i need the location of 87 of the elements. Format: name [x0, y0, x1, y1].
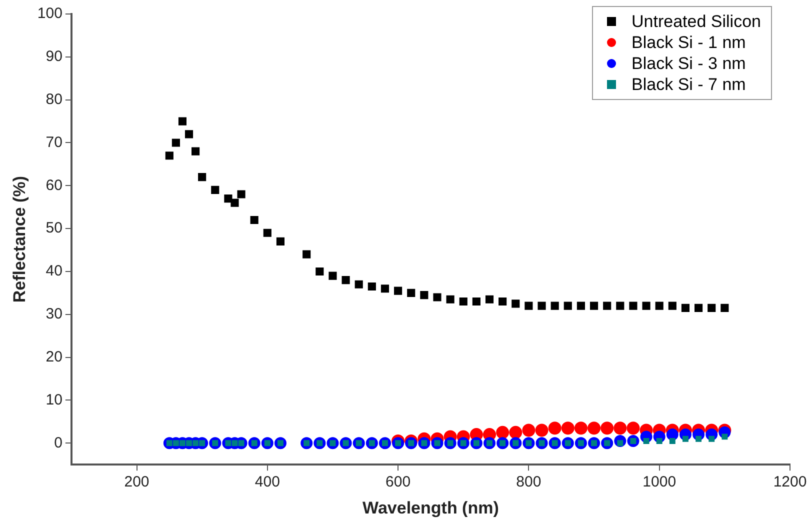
y-axis-title: Reflectance (%)	[10, 176, 29, 303]
point	[512, 300, 520, 308]
y-tick-label: 60	[46, 176, 62, 194]
x-tick-label: 1200	[773, 474, 807, 491]
point	[263, 228, 272, 237]
x-tick-label: 400	[254, 474, 280, 491]
legend-label: Black Si - 3 nm	[632, 53, 746, 74]
point	[588, 422, 601, 435]
y-tick-label: 40	[46, 262, 62, 280]
point	[614, 422, 627, 435]
point	[655, 302, 664, 310]
point	[172, 138, 180, 147]
point	[681, 304, 690, 312]
point	[302, 250, 311, 258]
x-tick-label: 800	[516, 474, 542, 491]
point	[316, 267, 324, 276]
point	[643, 438, 650, 444]
point	[576, 302, 585, 310]
point	[668, 302, 676, 310]
point	[524, 302, 533, 310]
point	[211, 186, 220, 194]
point	[642, 302, 650, 310]
point	[522, 424, 536, 437]
point	[178, 117, 187, 126]
point	[328, 272, 337, 280]
point	[459, 297, 468, 306]
point	[720, 304, 729, 312]
legend-label: Black Si - 1 nm	[632, 32, 746, 53]
point	[722, 434, 728, 440]
point	[682, 436, 688, 442]
point	[342, 276, 350, 284]
point	[498, 297, 507, 306]
y-tick-label: 90	[46, 48, 62, 66]
x-axis-title: Wavelength (nm)	[362, 498, 499, 518]
point	[237, 190, 246, 198]
point	[250, 216, 258, 224]
point	[276, 237, 284, 246]
point	[669, 438, 676, 444]
point	[548, 422, 562, 435]
point	[446, 295, 454, 304]
y-tick-label: 20	[46, 348, 62, 366]
y-tick-label: 30	[46, 306, 62, 323]
y-tick-label: 100	[37, 5, 62, 22]
point	[603, 302, 612, 310]
point	[485, 295, 494, 304]
y-tick-label: 0	[54, 434, 62, 452]
x-tick-label: 1000	[642, 474, 676, 491]
point	[407, 288, 416, 297]
legend-label: Untreated Silicon	[632, 11, 761, 32]
y-tick-label: 50	[46, 220, 62, 237]
point	[433, 293, 442, 302]
point	[626, 422, 640, 435]
point	[574, 422, 588, 435]
point	[368, 282, 376, 291]
point	[590, 302, 598, 310]
point	[230, 198, 239, 207]
point	[496, 426, 510, 439]
point	[708, 436, 715, 442]
point	[535, 424, 548, 437]
point	[420, 291, 428, 300]
legend-label: Black Si - 7 nm	[632, 74, 746, 95]
point	[184, 130, 194, 138]
point	[561, 422, 574, 435]
y-tick-label: 70	[46, 134, 62, 151]
y-tick-label: 80	[46, 90, 62, 108]
point	[538, 302, 546, 310]
point	[192, 147, 200, 156]
y-tick-label: 10	[46, 391, 62, 408]
x-tick-label: 600	[386, 474, 411, 491]
point	[394, 286, 402, 295]
point	[472, 297, 480, 306]
point	[354, 280, 363, 288]
point	[509, 426, 522, 439]
point	[224, 194, 232, 203]
x-tick-label: 200	[124, 474, 150, 491]
point	[198, 173, 206, 182]
point	[564, 302, 572, 310]
point	[694, 304, 703, 312]
point	[165, 152, 174, 160]
point	[708, 304, 716, 312]
point	[600, 422, 614, 435]
point	[656, 438, 662, 444]
point	[550, 302, 559, 310]
point	[380, 284, 390, 293]
point	[629, 302, 638, 310]
point	[696, 436, 702, 442]
point	[616, 302, 624, 310]
